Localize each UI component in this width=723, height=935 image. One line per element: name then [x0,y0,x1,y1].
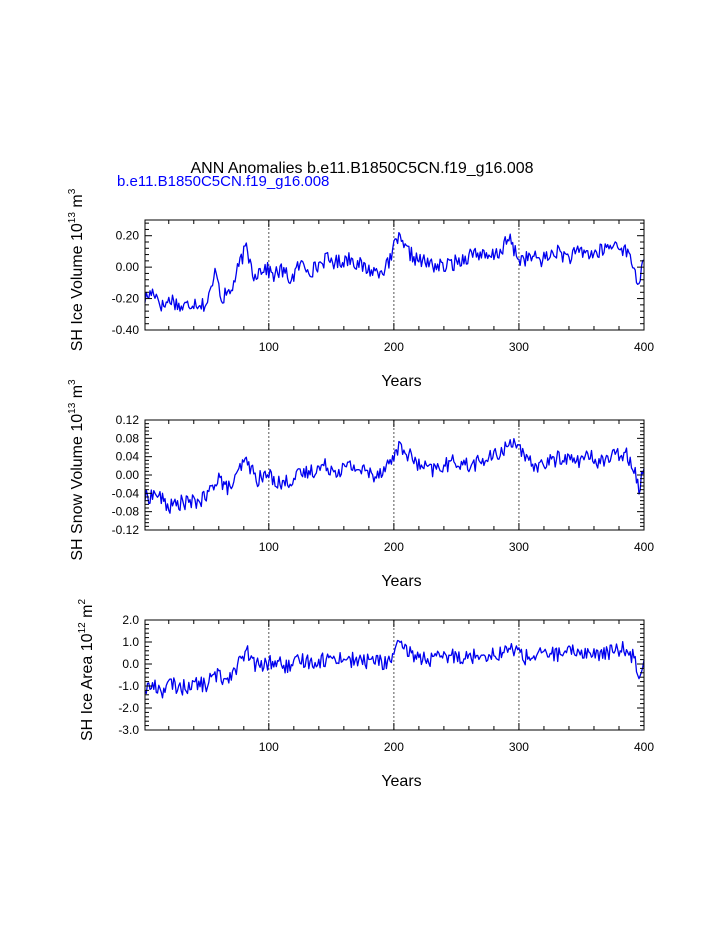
panel-ice-area: 100 200 300 400 2.0 1.0 0.0 -1.0 -2.0 -3.0 Years SH… [77,599,654,790]
series-line-sh-ice-volume [144,231,645,312]
y-axis-label-superscript: 3 [67,188,78,194]
y-tick-label: -3.0 [118,723,139,737]
y-tick-label: -2.0 [118,701,139,715]
y-tick-label: 2.0 [122,613,139,627]
series-line-sh-snow-volume [144,438,645,514]
x-tick-label: 100 [259,540,279,554]
y-tick-label: -0.40 [112,323,140,337]
x-axis-label: Years [381,773,421,790]
y-tick-label: 1.0 [122,635,139,649]
y-tick-label: 0.08 [116,431,140,445]
x-tick-label: 100 [259,740,279,754]
x-axis-label: Years [381,373,421,390]
series-line-sh-ice-area [144,639,645,699]
panel-ice-volume: 100 200 300 400 0.20 0.00 -0.20 -0.40 Years SH Ic… [67,188,654,390]
y-axis-label-part: m [69,385,86,403]
y-axis-label-part: m [79,605,96,623]
y-axis-label-superscript: 13 [67,402,78,414]
plot-frame [144,219,645,331]
y-tick-label: 0.0 [122,657,139,671]
y-tick-label: 0.12 [116,413,140,427]
x-tick-label: 400 [634,540,654,554]
y-tick-label: 0.00 [116,260,140,274]
y-axis-label-part: SH Snow Volume 10 [69,414,86,561]
y-tick-label: 0.20 [116,229,140,243]
x-tick-label: 200 [384,740,404,754]
y-axis-label-part: SH Ice Area 10 [79,633,96,741]
x-axis-label: Years [381,573,421,590]
x-tick-label: 300 [509,340,529,354]
x-tick-label: 200 [384,340,404,354]
y-axis-label-superscript: 13 [67,212,78,224]
y-axis-label-part: m [69,194,86,212]
y-tick-label: -0.08 [112,505,140,519]
y-axis-label: SH Ice Area 1012 m2 [77,599,96,742]
y-tick-label: -0.12 [112,523,140,537]
y-axis-label-superscript: 3 [67,379,78,385]
y-axis-label-superscript: 12 [77,622,88,634]
y-tick-label: 0.04 [116,450,140,464]
y-axis-label: SH Snow Volume 1013 m3 [67,379,86,561]
x-tick-label: 400 [634,740,654,754]
panel-snow-volume: 100 200 300 400 0.12 0.08 0.04 0.00 -0.04 -0.08 -0… [67,379,654,590]
y-tick-label: -0.20 [112,292,140,306]
x-tick-label: 100 [259,340,279,354]
figure-title: ANN Anomalies b.e11.B1850C5CN.f19_g16.00… [190,160,533,177]
x-tick-label: 200 [384,540,404,554]
y-axis-label-superscript: 2 [77,599,88,605]
y-tick-label: 0.00 [116,468,140,482]
plot-frame [144,619,645,731]
y-axis-label: SH Ice Volume 1013 m3 [67,188,86,351]
x-tick-label: 300 [509,540,529,554]
y-axis-label-part: SH Ice Volume 10 [69,223,86,351]
case-label: b.e11.B1850C5CN.f19_g16.008 [117,173,329,190]
y-tick-label: -1.0 [118,679,139,693]
x-tick-label: 300 [509,740,529,754]
x-tick-label: 400 [634,340,654,354]
y-tick-label: -0.04 [112,486,140,500]
